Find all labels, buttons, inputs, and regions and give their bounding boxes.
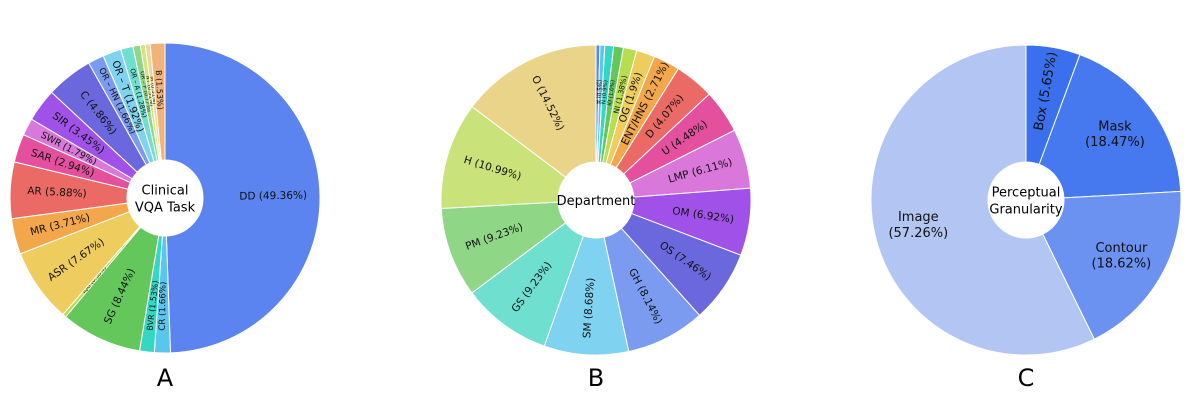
- perceptual-granularity-chart: Box (5.65%) Mask (18.47%)Contour (18.62%)Im…: [871, 45, 1181, 392]
- panel-letter: C: [1018, 364, 1035, 392]
- slice-label: Contour (18.62%): [1092, 241, 1152, 272]
- slice-label: CR (1.66%): [158, 282, 169, 331]
- department-chart: D (0.4%)R (0.5%)N (0.9%)ID (1.0%)NI (1.3…: [441, 45, 751, 392]
- clinical-vqa-task-chart: DD (49.36%)CR (1.66%)BVR (1.53%)SG (8.44…: [10, 43, 320, 392]
- center-label: Clinical VQA Task: [135, 184, 196, 216]
- slice-label: DD (49.36%): [239, 189, 307, 202]
- center-label: Department: [557, 194, 636, 209]
- panel-letter: A: [157, 364, 174, 392]
- slice-label: B (1.53%): [154, 70, 165, 110]
- panel-letter: B: [588, 364, 604, 392]
- center-label: Perceptual Granularity: [989, 186, 1062, 218]
